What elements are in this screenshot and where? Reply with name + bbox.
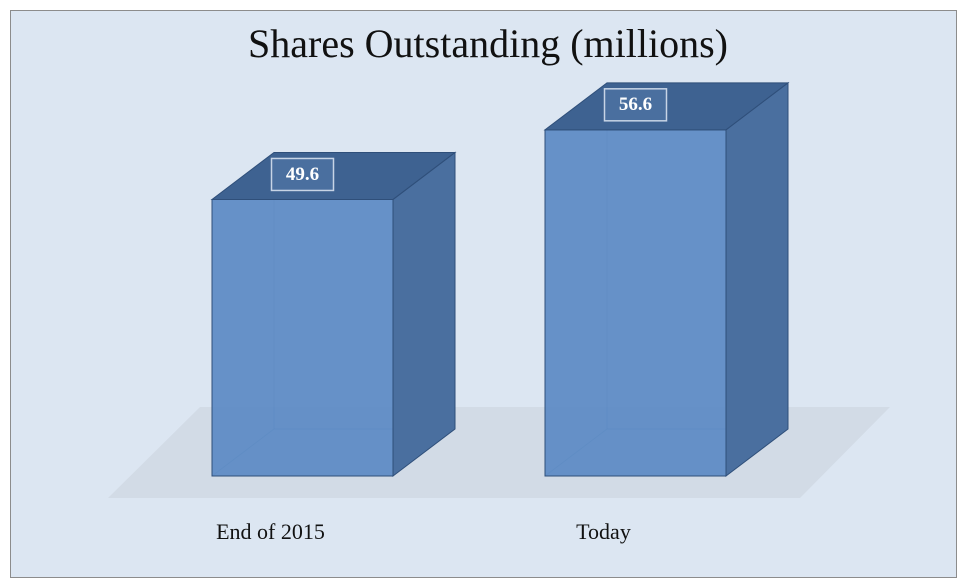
bar-side (392, 151, 456, 478)
chart-title: Shares Outstanding (millions) (248, 21, 728, 66)
bar-front (211, 198, 394, 477)
x-tick-label: Today (576, 519, 631, 544)
x-tick-label: End of 2015 (216, 519, 325, 544)
data-label-box (603, 88, 668, 122)
data-label-box (270, 157, 335, 192)
data-label: 49.6 (286, 164, 319, 185)
bar-front (544, 129, 727, 477)
data-label: 56.6 (619, 94, 652, 115)
bar-side (725, 81, 789, 478)
